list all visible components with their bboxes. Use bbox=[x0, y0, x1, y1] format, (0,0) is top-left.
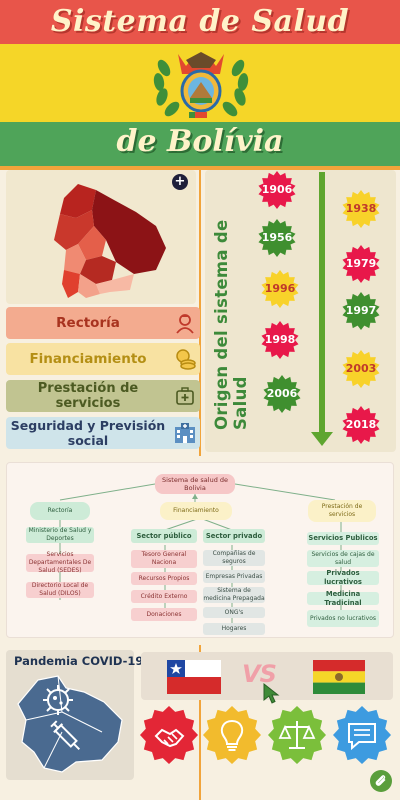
org-rectoria-item-1: Ministerio de Salud y Deportes bbox=[26, 527, 94, 543]
category-financiamiento-label: Financiamiento bbox=[29, 351, 147, 367]
page-title: Sistema de Salud bbox=[50, 4, 350, 39]
category-rectoria[interactable]: Rectoría bbox=[6, 307, 200, 339]
org-privado-item-1: Compañías de seguros bbox=[203, 550, 265, 566]
bolivia-flag-icon bbox=[313, 660, 365, 694]
page-subtitle: de Bolívia bbox=[116, 124, 284, 159]
vs-label: VS bbox=[242, 660, 277, 688]
org-privado-item-4: ONG's bbox=[203, 607, 265, 618]
org-prestacion-item-1: Servicios Publicos bbox=[307, 532, 379, 545]
org-privado-item-2: Empresas Privadas bbox=[203, 570, 265, 583]
category-financiamiento[interactable]: Financiamiento bbox=[6, 343, 200, 375]
attachment-button[interactable] bbox=[370, 770, 392, 792]
category-prestacion[interactable]: Prestación de servicios bbox=[6, 380, 200, 412]
org-node-rectoria: Rectoría bbox=[30, 502, 90, 520]
doctor-icon bbox=[170, 312, 200, 334]
scales-badge[interactable] bbox=[268, 706, 326, 764]
timeline-arrow-icon bbox=[311, 432, 333, 446]
center-divider-line bbox=[199, 166, 201, 456]
hospital-icon bbox=[170, 421, 200, 445]
org-publico-item-2: Recursos Propios bbox=[131, 572, 197, 585]
cursor-icon bbox=[263, 682, 280, 704]
lightbulb-icon bbox=[203, 706, 261, 764]
org-node-financiamiento: Financiamiento bbox=[160, 502, 232, 520]
header-red-stripe bbox=[0, 0, 400, 44]
timeline-year-2018: 2018 bbox=[342, 406, 380, 444]
lightbulb-badge[interactable] bbox=[203, 706, 261, 764]
timeline-year-1998: 1998 bbox=[261, 321, 299, 359]
org-sector-privado-header: Sector privado bbox=[203, 529, 265, 543]
category-rectoria-label: Rectoría bbox=[56, 315, 120, 331]
timeline-year-1938: 1938 bbox=[342, 190, 380, 228]
add-button[interactable]: + bbox=[172, 174, 188, 190]
org-node-prestacion: Prestación de servicios bbox=[308, 500, 376, 522]
org-rectoria-item-2: Servicios Departamentales De Salud (SEDE… bbox=[26, 551, 94, 574]
timeline-year-1956: 1956 bbox=[258, 219, 296, 257]
category-seguridad-label: Seguridad y Previsión social bbox=[10, 418, 166, 448]
chile-flag-icon bbox=[167, 660, 221, 694]
category-seguridad[interactable]: Seguridad y Previsión social bbox=[6, 417, 200, 449]
bottom-divider-line bbox=[199, 645, 201, 800]
timeline-year-1997: 1997 bbox=[342, 292, 380, 330]
virus-icon bbox=[43, 685, 73, 715]
paperclip-icon bbox=[375, 775, 386, 786]
medical-kit-icon bbox=[170, 385, 200, 407]
org-rectoria-item-3: Directorio Local de Salud (DILOS) bbox=[26, 582, 94, 598]
org-prestacion-item-5: Privados no lucrativos bbox=[307, 610, 379, 627]
header-green-stripe bbox=[0, 122, 400, 166]
handshake-badge[interactable] bbox=[140, 706, 198, 764]
org-privado-item-3: Sistema de medicina Prepagada bbox=[203, 587, 265, 603]
syringe-icon bbox=[50, 720, 81, 751]
org-privado-item-5: Hogares bbox=[203, 623, 265, 635]
chat-badge[interactable] bbox=[333, 706, 391, 764]
timeline-year-1979: 1979 bbox=[342, 245, 380, 283]
timeline-year-1906: 1906 bbox=[258, 171, 296, 209]
org-prestacion-item-4: Medicina Tradicinal bbox=[307, 590, 379, 607]
org-publico-item-3: Crédito Externo bbox=[131, 590, 197, 603]
bolivia-map-panel bbox=[6, 170, 196, 304]
covid-title: Pandemia COVID-19 bbox=[14, 654, 144, 668]
org-publico-item-4: Donaciones bbox=[131, 608, 197, 621]
scales-icon bbox=[268, 706, 326, 764]
org-prestacion-item-3: Privados lucrativos bbox=[307, 569, 379, 586]
chat-icon bbox=[333, 706, 391, 764]
bolivia-departments-map bbox=[54, 184, 166, 298]
timeline-year-2006: 2006 bbox=[263, 375, 301, 413]
org-prestacion-item-2: Servicios de cajas de salud bbox=[307, 550, 379, 567]
coins-icon bbox=[170, 348, 200, 370]
org-publico-item-1: Tesoro General Naciona bbox=[131, 550, 197, 568]
handshake-icon bbox=[140, 706, 198, 764]
timeline-line bbox=[319, 172, 325, 436]
coat-of-arms-icon bbox=[153, 52, 249, 118]
category-prestacion-label: Prestación de servicios bbox=[37, 381, 139, 411]
timeline-year-2003: 2003 bbox=[342, 350, 380, 388]
covid-bolivia-map bbox=[17, 675, 123, 773]
org-root-node: Sistema de salud de Bolivia bbox=[155, 474, 235, 494]
org-sector-publico-header: Sector público bbox=[131, 529, 197, 543]
timeline-year-1996: 1996 bbox=[261, 270, 299, 308]
